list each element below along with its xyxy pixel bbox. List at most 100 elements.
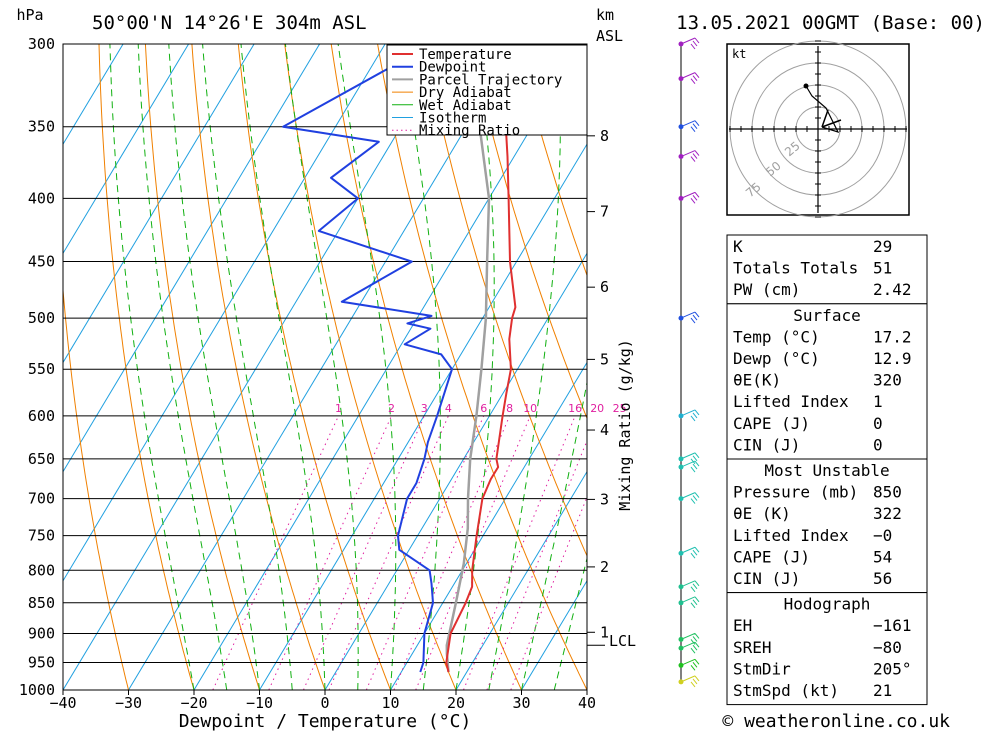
km-tick-label: 2 [600,558,609,576]
indices-block-title: Surface [793,306,860,325]
wind-barb [680,72,700,84]
plot-frame [62,43,588,691]
legend-entry: Parcel Trajectory [419,72,562,88]
index-value: 54 [873,547,892,566]
wind-barb [680,150,700,162]
wind-barb [680,460,700,473]
x-tick-label: 20 [447,694,465,712]
index-value: −0 [873,526,892,545]
km-asl-label: ASL [596,27,623,45]
index-label: K [733,237,743,256]
dry-adiabat-line [516,44,587,277]
mixing-ratio-line [486,439,587,690]
x-tick-label: 30 [512,694,530,712]
wind-barb [680,492,700,504]
isotherm-line [521,579,587,690]
index-value: 850 [873,483,902,502]
x-tick-label: 40 [578,694,596,712]
wind-barb [680,580,700,593]
km-tick-label: 3 [600,490,609,508]
wet-adiabat-line [240,44,326,690]
index-value: 0 [873,435,883,454]
isotherm-line [455,470,587,690]
wind-barb [680,658,700,671]
km-tick-label: 5 [600,350,609,368]
isotherm-line [63,44,386,582]
index-label: StmDir [733,659,791,678]
index-label: CIN (J) [733,435,800,454]
y-tick-label: 750 [28,527,55,545]
dry-adiabat-line [98,44,195,690]
mixing-ratio-label: 3 [421,402,428,415]
wind-barb [680,546,700,559]
index-value: 12.9 [873,349,912,368]
indices-block-title: Hodograph [784,595,871,614]
y-tick-label: 300 [28,35,55,53]
mixing-ratio-line [393,415,511,690]
wind-barb [680,191,700,204]
x-tick-label: −40 [49,694,76,712]
isotherm-line [193,44,583,690]
y-tick-label: 500 [28,309,55,327]
y-tick-label: 600 [28,407,55,425]
index-label: θE(K) [733,371,781,390]
legend-entry: Dry Adiabat [419,85,512,101]
km-tick-label: 8 [600,127,609,145]
index-value: 2.42 [873,280,912,299]
isotherm-line [63,44,255,364]
lcl-label: LCL [609,632,636,650]
index-label: CAPE (J) [733,414,810,433]
index-value: 21 [873,681,892,700]
hodograph-trace [805,85,840,133]
legend-frame [386,44,588,136]
legend-entry: Isotherm [419,111,486,127]
km-unit-label: km [596,6,614,24]
isotherm-line [63,44,190,255]
index-label: Lifted Index [733,392,849,411]
wind-barb [680,452,700,465]
index-value: 205° [873,659,912,678]
wind-level-dot [678,124,684,130]
wet-adiabat-line [488,44,561,690]
copyright: © weatheronline.co.uk [722,711,950,732]
isotherm-line [128,44,517,690]
isotherm-line [63,44,452,690]
wind-barb [680,632,700,645]
mixing-ratio-label: 8 [506,402,513,415]
index-label: StmSpd (kt) [733,681,839,700]
isotherm-line [390,361,587,690]
index-label: Temp (°C) [733,327,820,346]
y-tick-label: 550 [28,360,55,378]
indices-table: K 29 Totals Totals 51 PW (cm) 2.42 Surface Temp… [726,234,928,706]
index-value: −80 [873,638,902,657]
isotherm-line [63,44,124,146]
mixing-ratio-label: 10 [523,402,537,415]
mixing-ratio-label: 6 [480,402,487,415]
index-label: θE (K) [733,504,791,523]
index-label: Dewp (°C) [733,349,820,368]
dry-adiabat-line [470,44,587,420]
mixing-ratio-line [328,415,449,690]
y-tick-label: 800 [28,561,55,579]
index-label: Lifted Index [733,526,849,545]
index-label: EH [733,616,752,635]
indices-block [726,303,928,460]
wet-adiabat-line [202,44,293,690]
wind-barb [680,409,700,422]
wet-adiabat-line [168,44,260,690]
legend-entry: Temperature [419,47,512,63]
parcel-trajectory-line [445,44,491,673]
index-label: Pressure (mb) [733,483,858,502]
y-tick-label: 850 [28,594,55,612]
indices-block [726,592,928,706]
index-label: CIN (J) [733,569,800,588]
wind-barb [680,120,700,133]
mixing-ratio-line [510,495,587,690]
index-value: 0 [873,414,883,433]
isotherm-line [259,143,587,690]
wind-barb [680,311,700,324]
wind-barb [680,596,700,609]
x-tick-label: −20 [180,694,207,712]
